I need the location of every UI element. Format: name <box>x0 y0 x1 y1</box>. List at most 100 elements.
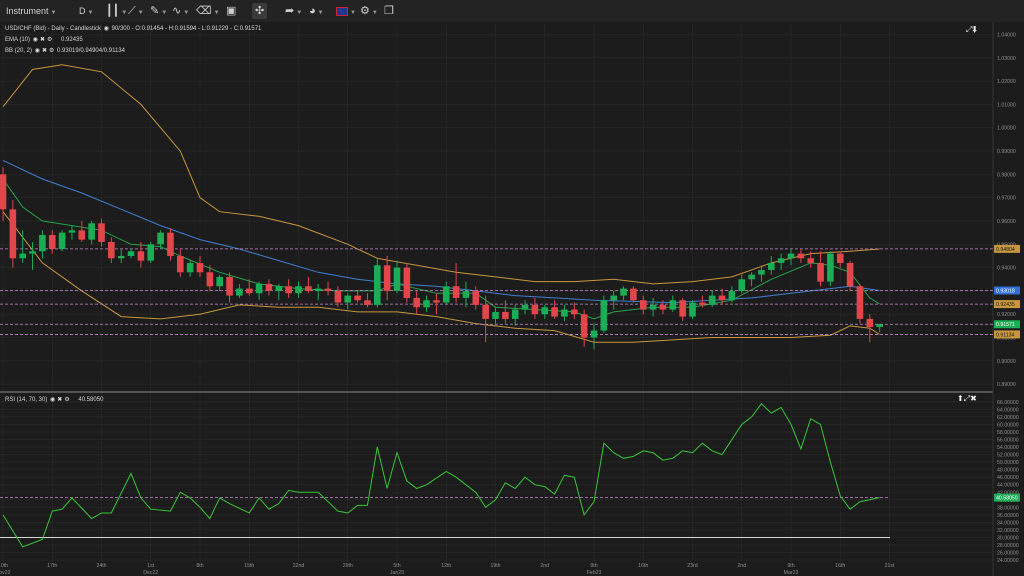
pencil-button[interactable]: ✎ ▼ <box>150 4 167 18</box>
rsi-value-text: 40.58050 <box>996 496 1018 502</box>
fit-button[interactable]: ✣ <box>252 3 268 19</box>
rsi-tick-label: 42.00000 <box>997 490 1019 496</box>
chevron-down-icon: ▼ <box>137 10 144 16</box>
candle-body <box>265 283 273 291</box>
candle-body <box>649 304 657 310</box>
rsi-tick-label: 66.00000 <box>997 400 1019 406</box>
eye-icon[interactable]: ◉ <box>34 48 40 54</box>
rsi-tick-label: 60.00000 <box>997 422 1019 428</box>
price-label-text: 0.93018 <box>996 289 1015 295</box>
candle-body <box>177 255 184 273</box>
bb-lower-line <box>2 211 880 343</box>
rsi-tick-label: 52.00000 <box>997 453 1019 459</box>
candle-body <box>511 309 519 319</box>
pencil-icon: ✎ <box>150 5 160 17</box>
chart-background <box>0 22 1024 576</box>
gear-icon[interactable]: ⚙ <box>48 48 55 54</box>
bb-label: BB (20, 2) <box>5 48 33 54</box>
price-tick-label: 0.97000 <box>997 196 1016 202</box>
candle-body <box>216 276 223 287</box>
candle-body <box>127 251 135 256</box>
candle-body <box>610 295 617 301</box>
trash-button[interactable]: ⌫ ▼ <box>196 4 220 18</box>
maximize-icon[interactable]: ⤢ <box>963 394 971 403</box>
candle-body <box>768 262 775 270</box>
chevron-down-icon: ▼ <box>296 10 303 16</box>
timeframe-selector[interactable]: D ▼ <box>79 4 93 18</box>
close-icon[interactable]: ✖ <box>970 394 977 403</box>
chevron-down-icon: ▼ <box>183 10 190 16</box>
time-tick-label: 29th <box>343 563 353 569</box>
instrument-title: USD/CHF (Bid) - Daily - Candlestick <box>5 26 102 32</box>
gear-icon[interactable]: ⚙ <box>46 37 53 43</box>
chart-area[interactable]: 1.04000 1.03000 1.02000 1.01000 1.00000 0.990… <box>0 22 1024 576</box>
candle-body <box>492 311 499 319</box>
arrow-down-icon[interactable]: ⬇ <box>972 25 978 34</box>
bb-legend: BB (20, 2) ◉ ✖ ⚙ 0.93019/0.94904/0.91134 <box>5 47 125 54</box>
candle-body <box>324 288 332 291</box>
time-tick-label: 12th <box>441 563 451 569</box>
chart-type-button[interactable]: ┃┃ ▼ <box>106 4 127 18</box>
candle-body <box>344 295 352 303</box>
candle-body <box>797 253 805 259</box>
candle-body <box>472 290 480 305</box>
price-tick-label: 0.89000 <box>997 382 1016 388</box>
candle-body <box>787 253 795 259</box>
price-tick-label: 1.04000 <box>997 32 1016 38</box>
price-axis: 1.04000 1.03000 1.02000 1.01000 1.00000 0.990… <box>994 32 1020 564</box>
candle-body <box>167 232 174 256</box>
candle-body <box>29 251 36 254</box>
time-tick-label: 24th <box>96 563 106 569</box>
candle-body <box>846 262 854 287</box>
eye-icon[interactable]: ◉ <box>50 397 56 403</box>
ema-value: 0.92435 <box>61 37 83 43</box>
candle-body <box>590 330 598 338</box>
rsi-tick-label: 28.00000 <box>997 543 1019 549</box>
candle-body <box>866 318 874 328</box>
eye-icon[interactable]: ◉ <box>32 37 38 43</box>
candle-body <box>354 295 361 301</box>
rsi-line <box>2 402 880 548</box>
candle-body <box>285 286 292 294</box>
candle-body <box>19 253 26 259</box>
maximize-icon[interactable]: ⤢ <box>966 25 973 34</box>
rsi-legend: RSI (14, 70, 30) ◉ ✖ ⚙ 40.58050 <box>5 396 103 403</box>
close-icon[interactable]: ✖ <box>39 37 45 43</box>
layout-icon: ▣ <box>226 5 237 17</box>
candle-body <box>620 288 627 296</box>
instrument-selector[interactable]: Instrument ▼ <box>6 4 56 18</box>
palette-button[interactable]: ◕ ▼ <box>309 4 324 18</box>
time-tick-label: 2nd <box>737 563 746 569</box>
candle-body <box>88 223 95 240</box>
price-tick-label: 1.03000 <box>997 56 1016 62</box>
arrow-up-icon[interactable]: ⬆ <box>957 394 964 403</box>
candle-body <box>186 262 194 273</box>
rsi-panel-controls: ⬆⤢✖ <box>957 394 977 404</box>
time-tick-label: 16th <box>835 563 845 569</box>
indicators-button[interactable]: ∿ ▼ <box>172 4 189 18</box>
eye-icon[interactable]: ◉ <box>103 26 109 32</box>
time-tick-label: 21st <box>885 563 895 569</box>
layout-button[interactable]: ▣ <box>226 4 236 18</box>
draw-line-button[interactable]: ⟋ ▼ <box>128 4 144 18</box>
rsi-tick-label: 50.00000 <box>997 460 1019 466</box>
settings-button[interactable]: ⚙ ▼ <box>360 4 378 18</box>
candle-body <box>48 234 56 249</box>
rsi-tick-label: 64.00000 <box>997 407 1019 413</box>
candle-body <box>206 272 214 287</box>
rsi-tick-label: 30.00000 <box>997 535 1019 541</box>
rsi-panel <box>0 401 993 561</box>
windows-button[interactable]: ❐ <box>384 4 394 18</box>
wave-icon: ∿ <box>172 5 182 17</box>
close-icon[interactable]: ✖ <box>41 48 47 54</box>
gear-icon[interactable]: ⚙ <box>64 397 70 403</box>
price-label-text: 0.91134 <box>996 332 1014 338</box>
share-button[interactable]: ➦ ▼ <box>285 4 302 18</box>
close-icon[interactable]: ✖ <box>57 397 63 403</box>
candle-body <box>758 269 765 275</box>
grid <box>0 22 1024 576</box>
language-button[interactable]: ▼ <box>336 4 356 18</box>
price-tick-label: 1.00000 <box>997 126 1016 132</box>
candle-body <box>876 324 883 328</box>
candle-body <box>196 262 204 273</box>
